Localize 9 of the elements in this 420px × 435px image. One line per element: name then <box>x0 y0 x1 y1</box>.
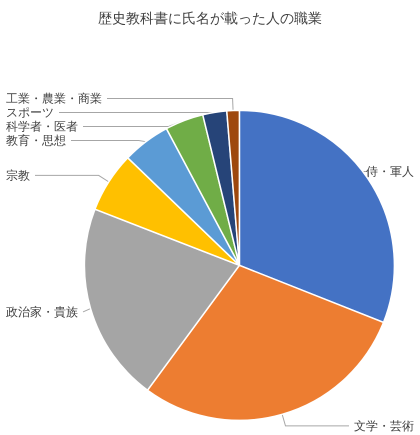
slice-label: 教育・思想 <box>6 133 66 148</box>
slice-label: 侍・軍人 <box>366 164 414 178</box>
slice-label: 政治家・貴族 <box>6 304 78 319</box>
slice-label: 科学者・医者 <box>6 119 78 134</box>
slice-label: 工業・農業・商業 <box>6 91 102 106</box>
chart-title: 歴史教科書に氏名が載った人の職業 <box>98 10 322 26</box>
slice-label: 文学・芸術 <box>354 418 414 433</box>
slice-label: 宗教 <box>6 168 30 182</box>
slice-label: スポーツ <box>6 105 54 120</box>
